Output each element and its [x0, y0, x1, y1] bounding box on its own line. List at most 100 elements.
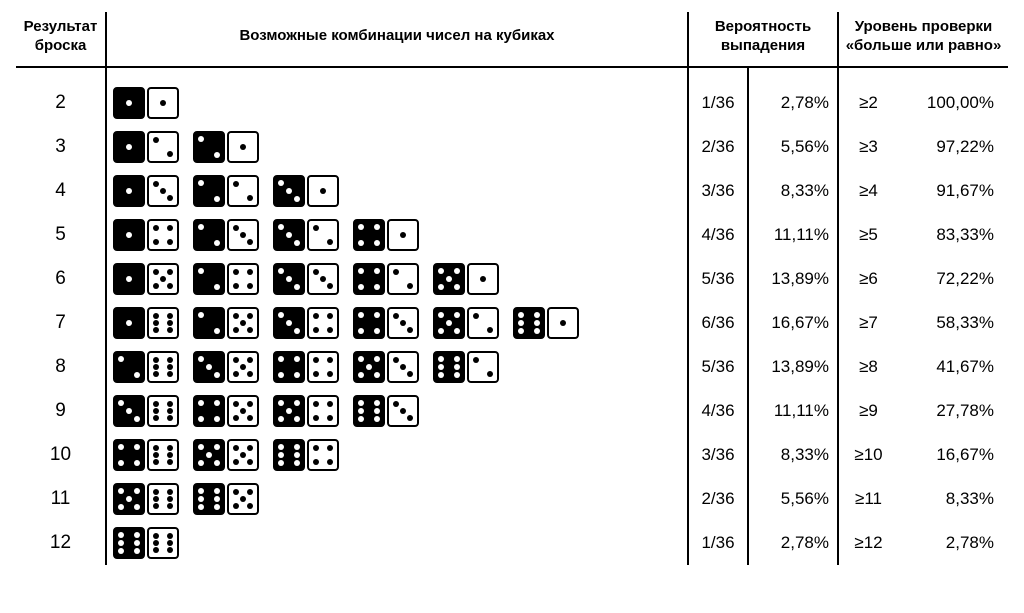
die-black-4: [353, 263, 385, 295]
dice-pair: [113, 219, 179, 251]
result-value: 5: [16, 213, 106, 257]
dice-pair: [193, 131, 259, 163]
die-black-5: [433, 307, 465, 339]
dice-probability-table: Результатброска Возможные комбинации чис…: [16, 12, 1008, 565]
die-black-6: [353, 395, 385, 427]
die-white-4: [307, 395, 339, 427]
dice-pair: [273, 439, 339, 471]
dice-pair: [433, 351, 499, 383]
dice-pair: [113, 87, 179, 119]
die-white-2: [387, 263, 419, 295]
probability-percent: 2,78%: [748, 81, 838, 125]
die-white-5: [227, 307, 259, 339]
die-black-2: [193, 175, 225, 207]
combinations-cell: [106, 345, 688, 389]
dice-pair: [273, 175, 339, 207]
die-white-6: [147, 527, 179, 559]
die-white-6: [147, 439, 179, 471]
table-row: 43/368,33%≥491,67%: [16, 169, 1008, 213]
result-value: 9: [16, 389, 106, 433]
die-white-5: [227, 395, 259, 427]
combinations-cell: [106, 477, 688, 521]
die-black-6: [513, 307, 545, 339]
die-black-2: [193, 219, 225, 251]
dice-pair: [353, 263, 419, 295]
table-row: 112/365,56%≥118,33%: [16, 477, 1008, 521]
combinations-cell: [106, 257, 688, 301]
die-white-6: [147, 483, 179, 515]
die-black-5: [193, 439, 225, 471]
probability-fraction: 1/36: [688, 521, 748, 565]
probability-percent: 5,56%: [748, 477, 838, 521]
combinations-cell: [106, 389, 688, 433]
gte-threshold: ≥2: [838, 81, 898, 125]
die-white-5: [147, 263, 179, 295]
result-value: 2: [16, 81, 106, 125]
header-result: Результатброска: [16, 12, 106, 67]
probability-fraction: 3/36: [688, 433, 748, 477]
dice-pair: [193, 439, 259, 471]
dice-pair: [353, 307, 419, 339]
gte-percent: 83,33%: [898, 213, 1008, 257]
die-white-1: [387, 219, 419, 251]
gte-threshold: ≥4: [838, 169, 898, 213]
dice-pair: [113, 131, 179, 163]
die-black-3: [273, 263, 305, 295]
die-white-6: [147, 307, 179, 339]
die-white-3: [147, 175, 179, 207]
die-black-1: [113, 307, 145, 339]
gte-threshold: ≥8: [838, 345, 898, 389]
dice-pair: [113, 175, 179, 207]
dice-pair: [113, 483, 179, 515]
die-black-5: [273, 395, 305, 427]
dice-pair: [113, 527, 179, 559]
combinations-cell: [106, 521, 688, 565]
probability-fraction: 2/36: [688, 477, 748, 521]
gte-threshold: ≥10: [838, 433, 898, 477]
header-row: Результатброска Возможные комбинации чис…: [16, 12, 1008, 67]
result-value: 8: [16, 345, 106, 389]
die-black-3: [273, 219, 305, 251]
die-black-4: [113, 439, 145, 471]
gte-threshold: ≥12: [838, 521, 898, 565]
table-row: 65/3613,89%≥672,22%: [16, 257, 1008, 301]
table-row: 54/3611,11%≥583,33%: [16, 213, 1008, 257]
die-white-3: [387, 307, 419, 339]
dice-pair: [113, 263, 179, 295]
die-black-4: [193, 395, 225, 427]
gte-threshold: ≥9: [838, 389, 898, 433]
probability-fraction: 2/36: [688, 125, 748, 169]
gte-threshold: ≥7: [838, 301, 898, 345]
die-white-1: [227, 131, 259, 163]
table-row: 94/3611,11%≥927,78%: [16, 389, 1008, 433]
dice-pair: [193, 307, 259, 339]
result-value: 6: [16, 257, 106, 301]
dice-pair: [113, 351, 179, 383]
die-black-3: [273, 175, 305, 207]
dice-pair: [513, 307, 579, 339]
die-black-2: [193, 131, 225, 163]
gte-percent: 2,78%: [898, 521, 1008, 565]
die-white-2: [307, 219, 339, 251]
die-white-3: [387, 395, 419, 427]
probability-percent: 16,67%: [748, 301, 838, 345]
dice-pair: [273, 219, 339, 251]
dice-pair: [193, 263, 259, 295]
die-white-3: [387, 351, 419, 383]
result-value: 7: [16, 301, 106, 345]
gte-threshold: ≥3: [838, 125, 898, 169]
gte-percent: 8,33%: [898, 477, 1008, 521]
dice-pair: [273, 351, 339, 383]
dice-pair: [433, 307, 499, 339]
gte-percent: 100,00%: [898, 81, 1008, 125]
die-white-4: [307, 351, 339, 383]
die-white-5: [227, 483, 259, 515]
die-white-1: [307, 175, 339, 207]
dice-pair: [113, 439, 179, 471]
probability-percent: 8,33%: [748, 433, 838, 477]
probability-fraction: 3/36: [688, 169, 748, 213]
die-black-2: [113, 351, 145, 383]
probability-percent: 13,89%: [748, 345, 838, 389]
probability-fraction: 4/36: [688, 213, 748, 257]
gte-percent: 72,22%: [898, 257, 1008, 301]
